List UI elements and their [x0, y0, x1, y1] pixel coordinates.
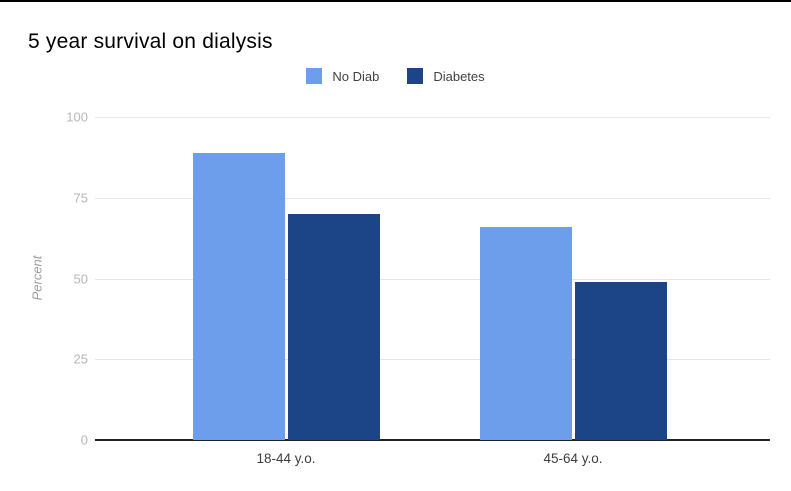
legend-label-no-diab: No Diab: [332, 68, 380, 84]
legend-item-diabetes[interactable]: Diabetes: [407, 68, 485, 84]
bar-diabetes-18-44-y-o[interactable]: [287, 213, 380, 440]
y-tick-label-75: 75: [73, 190, 88, 206]
bar-no-diab-45-64-y-o[interactable]: [479, 226, 572, 440]
legend: No Diab Diabetes: [0, 68, 791, 84]
x-category-label-18-44-y-o: 18-44 y.o.: [256, 451, 316, 466]
gridline-y-100: [95, 117, 770, 118]
legend-swatch-no-diab: [306, 68, 323, 84]
chart-title: 5 year survival on dialysis: [28, 30, 273, 53]
bar-no-diab-18-44-y-o[interactable]: [192, 152, 285, 440]
legend-item-no-diab[interactable]: No Diab: [306, 68, 379, 84]
y-tick-label-0: 0: [80, 432, 88, 448]
legend-swatch-diabetes: [407, 68, 424, 84]
bar-diabetes-45-64-y-o[interactable]: [574, 281, 667, 440]
gridline-y-25: [95, 359, 770, 361]
legend-label-diabetes: Diabetes: [433, 68, 485, 84]
x-axis-baseline: [95, 439, 770, 441]
gridline-y-50: [95, 278, 770, 280]
x-category-label-45-64-y-o: 45-64 y.o.: [543, 451, 603, 466]
y-tick-label-25: 25: [73, 351, 88, 367]
y-tick-label-100: 100: [66, 109, 88, 125]
gridline-y-75: [95, 197, 770, 199]
y-tick-label-50: 50: [73, 271, 88, 286]
